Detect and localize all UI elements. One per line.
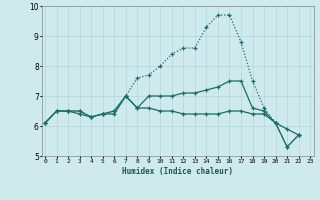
X-axis label: Humidex (Indice chaleur): Humidex (Indice chaleur) [122, 167, 233, 176]
